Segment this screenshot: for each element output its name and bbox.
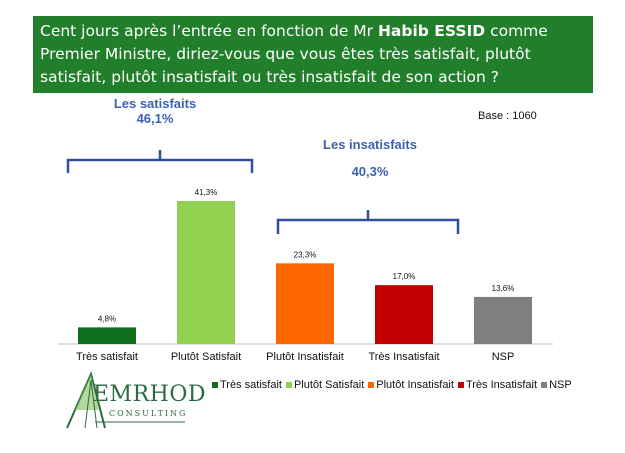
legend-label-4: Très Insatisfait bbox=[465, 379, 538, 391]
question-text-part1: Cent jours après l’entrée en fonction de… bbox=[40, 22, 378, 40]
legend-label-3: Plutôt Insatisfait bbox=[376, 379, 454, 391]
group-unsatisfied-label: Les insatisfaits bbox=[323, 137, 417, 152]
base-label: Base : 1060 bbox=[478, 110, 537, 122]
chart-legend: Très satisfait Plutôt Satisfait Plutôt Ins… bbox=[212, 379, 572, 391]
category-label-3: Plutôt Insatisfait bbox=[266, 351, 344, 363]
group-unsatisfied: Les insatisfaits 40,3% bbox=[310, 137, 430, 179]
bracket-unsatisfied bbox=[276, 210, 460, 234]
bar-5 bbox=[474, 296, 532, 344]
legend-label-1: Très satisfait bbox=[220, 379, 282, 391]
category-label-2: Plutôt Satisfait bbox=[171, 351, 241, 363]
bar-2 bbox=[177, 201, 235, 344]
legend-swatch-3 bbox=[368, 382, 375, 388]
logo-name: EMRHOD bbox=[93, 382, 207, 407]
bar-4 bbox=[375, 285, 433, 344]
bracket-satisfied bbox=[66, 150, 254, 173]
value-label-2: 41,3% bbox=[195, 188, 218, 197]
logo-subtitle: CONSULTING bbox=[109, 409, 188, 418]
emrhod-logo: EMRHOD CONSULTING bbox=[55, 370, 206, 432]
category-label-4: Très Insatisfait bbox=[368, 351, 439, 363]
legend-item-1: Très satisfait bbox=[212, 379, 282, 391]
legend-swatch-1 bbox=[212, 382, 218, 388]
bar-3 bbox=[276, 263, 334, 344]
legend-label-5: NSP bbox=[549, 379, 572, 391]
legend-item-5: NSP bbox=[541, 379, 572, 391]
question-text-bold: Habib ESSID bbox=[377, 22, 486, 40]
legend-swatch-4 bbox=[457, 382, 464, 388]
question-banner: Cent jours après l’entrée en fonction de… bbox=[33, 16, 593, 93]
legend-swatch-2 bbox=[285, 382, 292, 388]
group-satisfied: Les satisfaits 46,1% bbox=[100, 96, 210, 126]
group-satisfied-label: Les satisfaits bbox=[113, 96, 197, 111]
category-label-1: Très satisfait bbox=[76, 351, 138, 363]
logo-tree-icon bbox=[66, 370, 185, 429]
value-label-3: 23,3% bbox=[294, 250, 317, 259]
legend-swatch-5 bbox=[541, 382, 548, 388]
legend-label-2: Plutôt Satisfait bbox=[293, 379, 365, 391]
legend-item-3: Plutôt Insatisfait bbox=[368, 379, 454, 391]
legend-item-4: Très Insatisfait bbox=[457, 379, 538, 391]
legend-item-2: Plutôt Satisfait bbox=[285, 379, 365, 391]
value-label-5: 13,6% bbox=[492, 284, 515, 293]
category-label-5: NSP bbox=[492, 351, 515, 363]
question-text-part2: comme Premier Ministre, diriez-vous que … bbox=[40, 22, 548, 86]
group-satisfied-value: 46,1% bbox=[136, 111, 174, 126]
bar-1 bbox=[78, 327, 136, 344]
value-label-1: 4,8% bbox=[98, 314, 116, 323]
group-unsatisfied-value: 40,3% bbox=[351, 164, 389, 179]
value-label-4: 17,0% bbox=[393, 272, 416, 281]
